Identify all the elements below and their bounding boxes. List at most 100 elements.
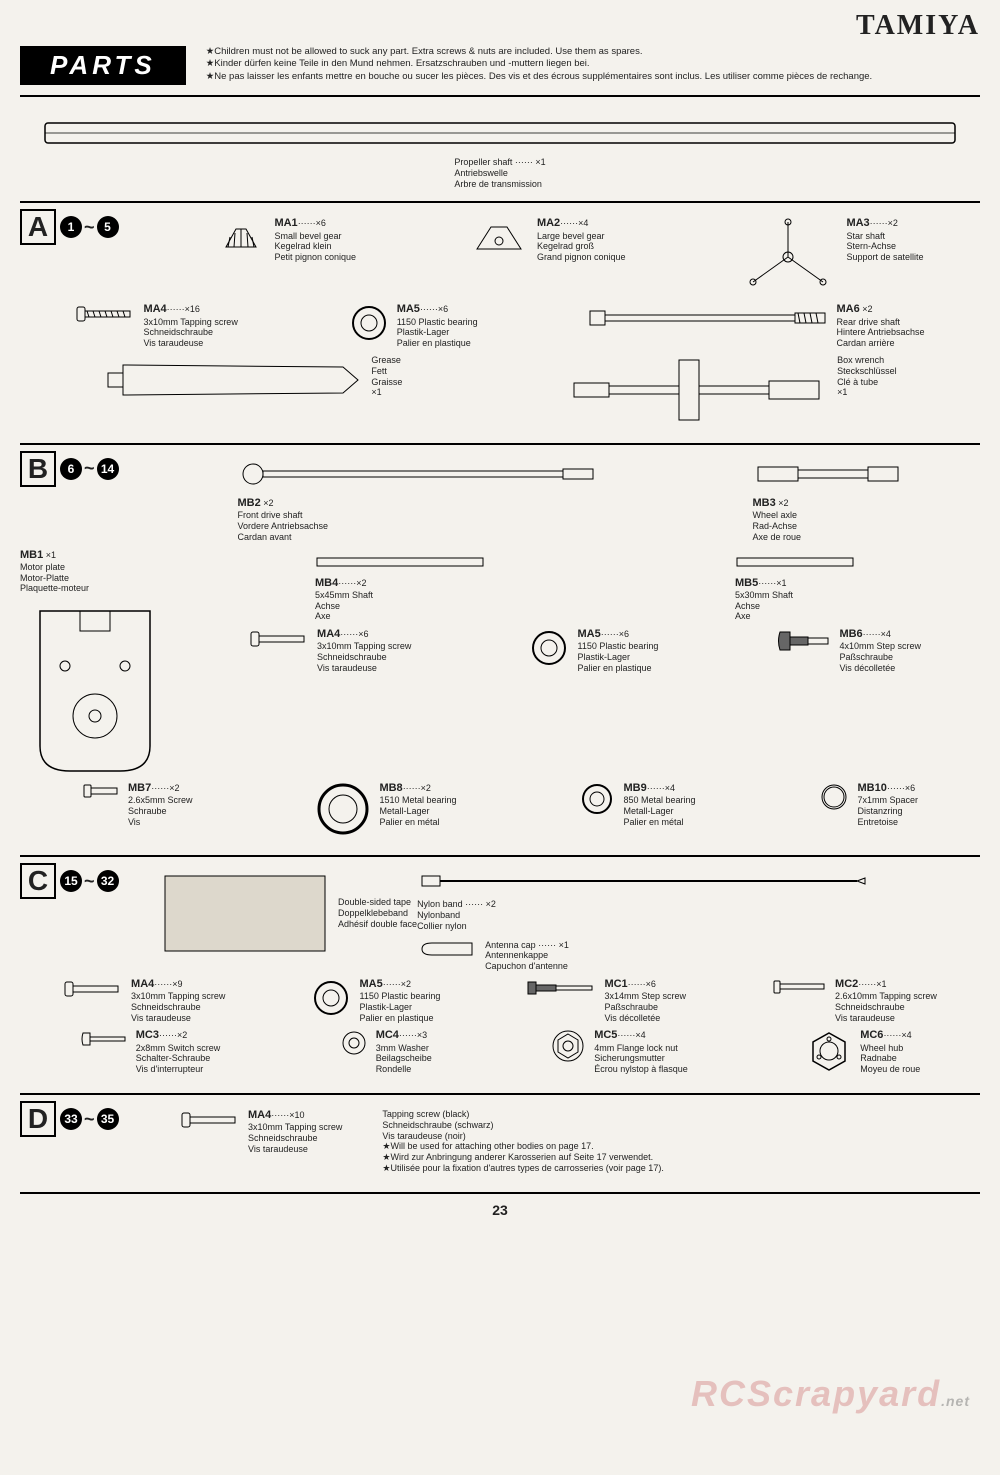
section-b: B 6 ~ 14 MB2 ×2Front drive shaftVordere … <box>20 443 980 855</box>
range-to-c: 32 <box>97 870 119 892</box>
ma4c-de: Schneidschraube <box>131 1002 225 1013</box>
range-from: 1 <box>60 216 82 238</box>
mc4-id: MC4 <box>376 1029 399 1041</box>
section-b-letter: B <box>20 451 56 487</box>
mb1-fr: Plaquette-moteur <box>20 583 89 594</box>
nylon-en: Nylon band <box>417 899 463 909</box>
ma5b-id: MA5 <box>577 628 600 640</box>
warning-fr: Ne pas laisser les enfants mettre en bou… <box>206 71 980 83</box>
mb6-id: MB6 <box>839 628 862 640</box>
mb8-en: 1510 Metal bearing <box>379 795 456 806</box>
mc6-fr: Moyeu de roue <box>860 1064 920 1075</box>
d-notes: Tapping screw (black) Schneidschraube (s… <box>382 1109 663 1174</box>
ma5-de: Plastik-Lager <box>397 327 478 338</box>
ma5-id: MA5 <box>397 303 420 315</box>
motor-plate-icon <box>20 606 170 776</box>
mb3-en: Wheel axle <box>753 510 802 521</box>
ma4b-en: 3x10mm Tapping screw <box>317 641 411 652</box>
propshaft-qty: ×1 <box>535 157 545 167</box>
mc3-id: MC3 <box>136 1029 159 1041</box>
mc5-fr: Écrou nylstop à flasque <box>594 1064 688 1075</box>
ma5-fr: Palier en plastique <box>397 338 478 349</box>
ma6-fr: Cardan arrière <box>836 338 924 349</box>
mb2-de: Vordere Antriebsachse <box>238 521 329 532</box>
ma4-en: 3x10mm Tapping screw <box>143 317 237 328</box>
wrench-qty: ×1 <box>837 387 897 398</box>
nylon-de: Nylonband <box>417 910 496 921</box>
mc1-qty: ×6 <box>646 979 656 989</box>
watermark: RCScrapyard.net <box>691 1373 970 1415</box>
flange-lock-nut-icon <box>551 1029 586 1064</box>
brand-logo: TAMIYA <box>20 10 980 42</box>
antenna-fr: Capuchon d'antenne <box>485 961 569 972</box>
ma5c-de: Plastik-Lager <box>359 1002 440 1013</box>
ma5-qty: ×6 <box>438 304 448 314</box>
grease-qty: ×1 <box>371 387 402 398</box>
ma6-qty: ×2 <box>862 304 872 314</box>
section-a-letter: A <box>20 209 56 245</box>
tapping-screw-black-icon <box>180 1109 240 1131</box>
mc2-qty: ×1 <box>876 979 886 989</box>
range-to-d: 35 <box>97 1108 119 1130</box>
ma4b-fr: Vis taraudeuse <box>317 663 411 674</box>
ma4d-fr: Vis taraudeuse <box>248 1144 342 1155</box>
parts-title: PARTS <box>20 46 186 85</box>
section-c-letter: C <box>20 863 56 899</box>
mc5-de: Sicherungsmutter <box>594 1053 688 1064</box>
mc5-en: 4mm Flange lock nut <box>594 1043 688 1054</box>
screw-small-icon <box>82 782 120 800</box>
metal-bearing-large-icon <box>316 782 371 837</box>
mb7-de: Schraube <box>128 806 193 817</box>
mb3-qty: ×2 <box>778 498 788 508</box>
tilde: ~ <box>84 217 95 238</box>
switch-screw-icon <box>80 1029 128 1049</box>
mb8-fr: Palier en métal <box>379 817 456 828</box>
page-number: 23 <box>20 1202 980 1218</box>
mc6-qty: ×4 <box>901 1030 911 1040</box>
range-from-b: 6 <box>60 458 82 480</box>
mb4-id: MB4 <box>315 577 338 589</box>
mb10-qty: ×6 <box>905 783 915 793</box>
shaft-short-icon <box>735 555 855 569</box>
mb10-de: Distanzring <box>857 806 918 817</box>
ma2-id: MA2 <box>537 217 560 229</box>
ma3-id: MA3 <box>846 217 869 229</box>
mb4-en: 5x45mm Shaft <box>315 590 373 601</box>
ma3-qty: ×2 <box>888 218 898 228</box>
mc3-en: 2x8mm Switch screw <box>136 1043 221 1054</box>
mc5-qty: ×4 <box>635 1030 645 1040</box>
mb1-qty: ×1 <box>46 550 56 560</box>
ma5c-fr: Palier en plastique <box>359 1013 440 1024</box>
mb7-fr: Vis <box>128 817 193 828</box>
antenna-en: Antenna cap <box>485 940 536 950</box>
ma4d-id: MA4 <box>248 1109 271 1121</box>
mb9-de: Metall-Lager <box>623 806 695 817</box>
mb1-de: Motor-Platte <box>20 573 89 584</box>
ma5b-de: Plastik-Lager <box>577 652 658 663</box>
watermark-sub: .net <box>941 1393 970 1409</box>
mb8-de: Metall-Lager <box>379 806 456 817</box>
ma5b-qty: ×6 <box>619 629 629 639</box>
mc1-de: Paßschraube <box>604 1002 686 1013</box>
ma4c-id: MA4 <box>131 978 154 990</box>
ma2-en: Large bevel gear <box>537 231 626 242</box>
d-note-l1: Tapping screw (black) <box>382 1109 663 1120</box>
tilde: ~ <box>84 871 95 892</box>
mc4-en: 3mm Washer <box>376 1043 432 1054</box>
mc3-qty: ×2 <box>177 1030 187 1040</box>
box-wrench-icon <box>569 355 829 425</box>
mb9-id: MB9 <box>623 782 646 794</box>
plastic-bearing-icon <box>349 303 389 343</box>
mb1-en: Motor plate <box>20 562 89 573</box>
mc2-fr: Vis taraudeuse <box>835 1013 937 1024</box>
propshaft-id: Propeller shaft <box>454 157 512 167</box>
tapping-screw-thin-icon <box>772 978 827 996</box>
antenna-de: Antennenkappe <box>485 950 569 961</box>
ma6-id: MA6 <box>836 303 859 315</box>
mb9-fr: Palier en métal <box>623 817 695 828</box>
mb5-fr: Axe <box>735 611 793 622</box>
ma4-id: MA4 <box>143 303 166 315</box>
ma5c-qty: ×2 <box>401 979 411 989</box>
ma4-qty: ×16 <box>185 304 200 314</box>
ma4c-en: 3x10mm Tapping screw <box>131 991 225 1002</box>
